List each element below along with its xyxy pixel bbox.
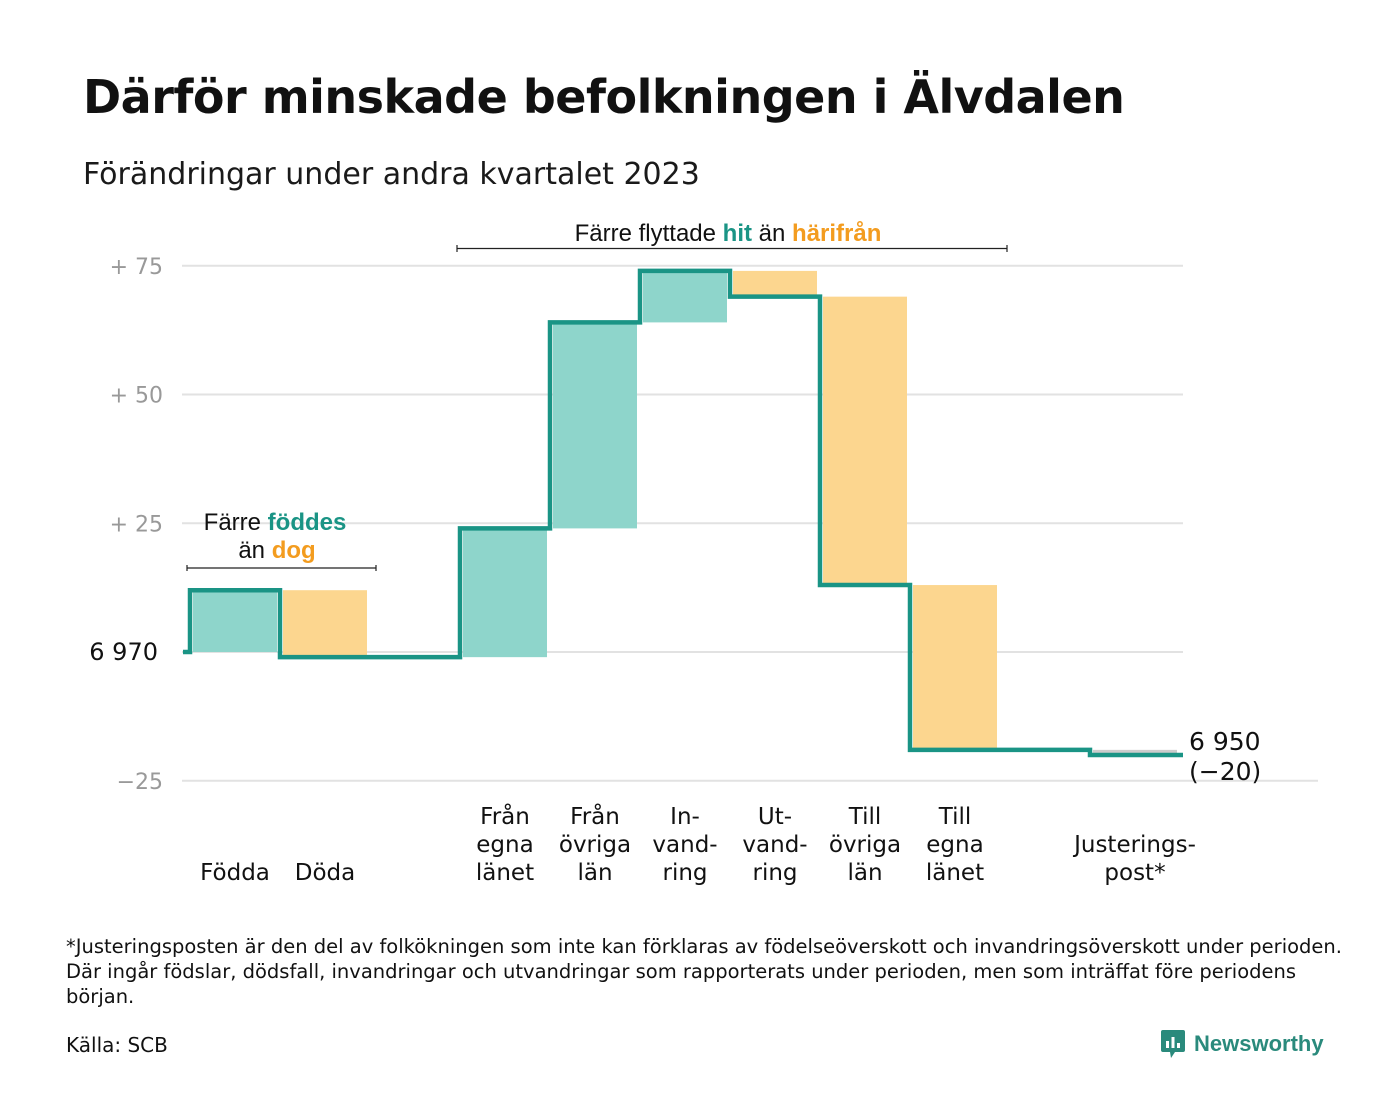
y-tick-label: + 75 xyxy=(110,255,163,280)
x-category-label: övriga xyxy=(829,832,901,858)
x-category-label: Från xyxy=(480,802,530,830)
annotation-part: härifrån xyxy=(792,220,881,247)
x-category-label: vand- xyxy=(652,832,717,858)
x-category-label: Ut- xyxy=(758,804,792,830)
annotation-part: hit xyxy=(723,220,752,247)
x-category-label: Justerings- xyxy=(1072,832,1196,858)
waterfall-chart: + 75+ 50+ 25−256 970 Födda DödaFrånegnalä… xyxy=(89,220,1318,886)
x-category-label: övriga xyxy=(559,832,631,858)
chart-subtitle: Förändringar under andra kvartalet 2023 xyxy=(83,157,700,192)
x-category-label: egna xyxy=(926,832,983,858)
end-value-label: 6 950 xyxy=(1189,727,1261,756)
waterfall-bar xyxy=(643,270,727,323)
y-tick-label: + 50 xyxy=(110,384,163,409)
x-category-label: länet xyxy=(476,860,534,886)
x-category-label: ring xyxy=(662,860,707,886)
x-category-label: Till xyxy=(848,804,882,830)
waterfall-bar xyxy=(913,585,997,750)
waterfall-bar xyxy=(1093,749,1177,755)
value-labels: 6 950(−20) xyxy=(1189,727,1261,786)
y-axis-ticks: + 75 + 50 + 25 −25 6 970 xyxy=(89,255,163,795)
newsworthy-logo-icon xyxy=(1161,1030,1185,1058)
step-line xyxy=(183,268,1183,758)
annotation-bracket-migration xyxy=(456,245,1008,252)
chart-title: Därför minskade befolkningen i Älvdalen xyxy=(83,70,1125,124)
waterfall-bar xyxy=(553,322,637,529)
x-category-label: Till xyxy=(938,804,972,830)
x-category-label: Döda xyxy=(295,860,355,886)
footnote: *Justeringsposten är den del av folkökni… xyxy=(66,935,1342,1008)
brand-logo: Newsworthy xyxy=(1160,1028,1324,1060)
x-category-label: ring xyxy=(752,860,797,886)
end-change-label: (−20) xyxy=(1189,757,1261,786)
bars xyxy=(193,270,1177,755)
x-category-label: Födda xyxy=(200,860,270,886)
annotation-births-line2: än dog xyxy=(238,537,315,564)
waterfall-bar xyxy=(733,270,817,297)
grid-lines xyxy=(182,264,1318,782)
annotation-bracket-births xyxy=(186,565,377,571)
x-category-label: In- xyxy=(670,804,700,830)
x-category-label: egna xyxy=(476,832,533,858)
cumulative-step-line xyxy=(183,268,1183,758)
annotation-births-line1: Färre föddes xyxy=(204,509,347,536)
annotation-migration: Färre flyttade hit än härifrån xyxy=(575,220,882,247)
x-category-label: länet xyxy=(926,860,984,886)
source-note: Källa: SCB xyxy=(66,1033,168,1057)
brand-name: Newsworthy xyxy=(1194,1031,1324,1056)
waterfall-bar xyxy=(823,296,907,586)
waterfall-bar xyxy=(463,528,547,658)
annotation-part: än xyxy=(752,220,792,247)
x-category-label: vand- xyxy=(742,832,807,858)
x-category-label: län xyxy=(847,860,882,886)
y-tick-label: −25 xyxy=(117,770,163,795)
x-category-label: län xyxy=(577,860,612,886)
start-value-label: 6 970 xyxy=(89,638,158,666)
annotation-part: föddes xyxy=(268,509,347,536)
waterfall-bar xyxy=(283,590,367,658)
y-tick-label: + 25 xyxy=(110,512,163,537)
x-category-label: post* xyxy=(1104,860,1165,886)
x-category-label: Från xyxy=(570,802,620,830)
annotation-part: än xyxy=(238,537,271,564)
annotation-part: dog xyxy=(272,537,316,564)
x-axis-labels: Födda DödaFrånegnalänetFrånövrigalänIn-va… xyxy=(200,802,1196,886)
annotation-part: Färre flyttade xyxy=(575,220,723,247)
annotation-part: Färre xyxy=(204,509,268,536)
waterfall-bar xyxy=(193,590,277,652)
